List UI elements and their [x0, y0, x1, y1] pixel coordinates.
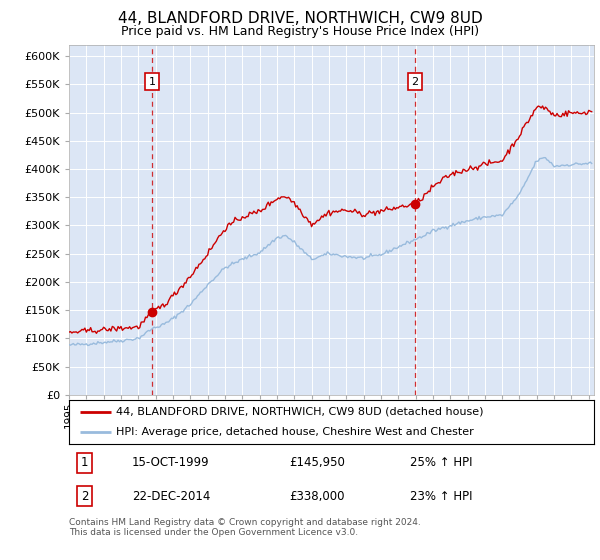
- Text: 44, BLANDFORD DRIVE, NORTHWICH, CW9 8UD: 44, BLANDFORD DRIVE, NORTHWICH, CW9 8UD: [118, 11, 482, 26]
- Text: 23% ↑ HPI: 23% ↑ HPI: [410, 489, 473, 503]
- Text: 2: 2: [81, 489, 89, 503]
- Text: HPI: Average price, detached house, Cheshire West and Chester: HPI: Average price, detached house, Ches…: [116, 427, 474, 437]
- Text: 2: 2: [412, 77, 419, 87]
- Text: 22-DEC-2014: 22-DEC-2014: [132, 489, 211, 503]
- Text: £338,000: £338,000: [290, 489, 345, 503]
- Text: 1: 1: [148, 77, 155, 87]
- Text: 15-OCT-1999: 15-OCT-1999: [132, 456, 209, 469]
- Text: 25% ↑ HPI: 25% ↑ HPI: [410, 456, 473, 469]
- Text: Contains HM Land Registry data © Crown copyright and database right 2024.
This d: Contains HM Land Registry data © Crown c…: [69, 518, 421, 538]
- Text: 1: 1: [81, 456, 89, 469]
- Text: Price paid vs. HM Land Registry's House Price Index (HPI): Price paid vs. HM Land Registry's House …: [121, 25, 479, 38]
- Text: 44, BLANDFORD DRIVE, NORTHWICH, CW9 8UD (detached house): 44, BLANDFORD DRIVE, NORTHWICH, CW9 8UD …: [116, 407, 484, 417]
- Text: £145,950: £145,950: [290, 456, 346, 469]
